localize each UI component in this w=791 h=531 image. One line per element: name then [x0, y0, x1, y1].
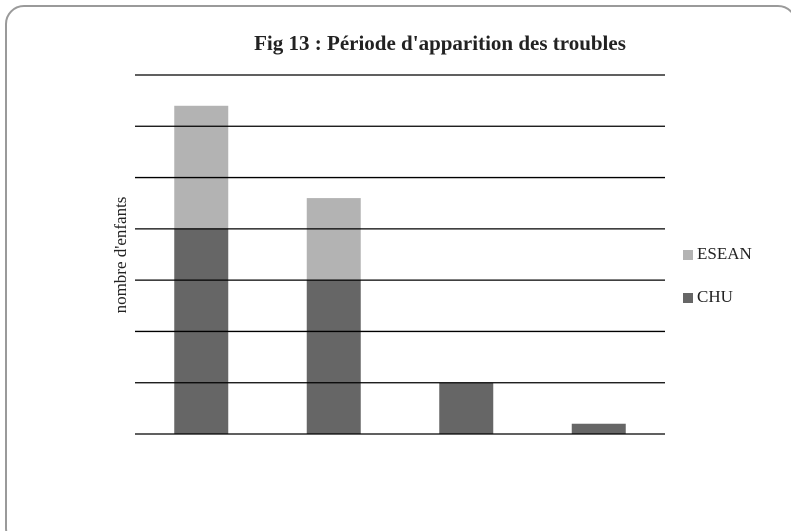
- bar-segment: [571, 423, 626, 434]
- y-axis-label: nombre d'enfants: [111, 197, 130, 314]
- legend-swatch: [683, 293, 693, 303]
- legend-label: CHU: [697, 287, 733, 306]
- bar-segment: [174, 105, 229, 229]
- bar-segment: [306, 198, 361, 281]
- legend-label: ESEAN: [697, 244, 752, 263]
- bar-segment: [439, 382, 494, 434]
- bar-segment: [306, 280, 361, 434]
- legend-swatch: [683, 250, 693, 260]
- chart-title: Fig 13 : Période d'apparition des troubl…: [254, 31, 626, 55]
